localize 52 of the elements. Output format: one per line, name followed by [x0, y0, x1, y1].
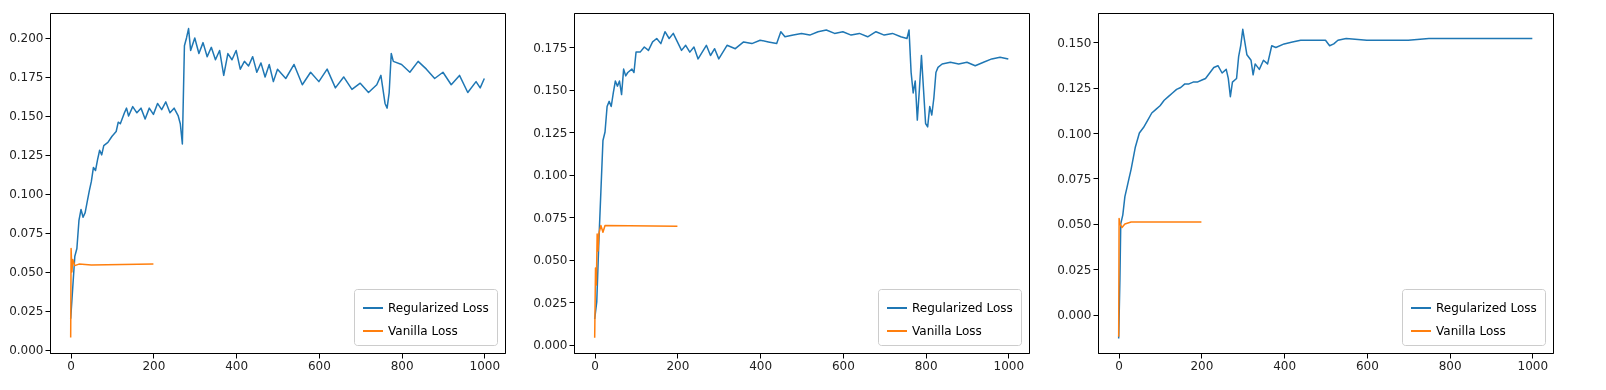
line-series	[593, 224, 679, 339]
x-tick-label: 200	[666, 358, 690, 373]
x-tick-label: 600	[831, 358, 855, 373]
line-series	[1117, 217, 1203, 338]
x-tick-label: 200	[1190, 358, 1214, 373]
x-tick-label: 600	[307, 358, 331, 373]
y-tick-label: 0.025	[9, 304, 44, 319]
x-tick-label: 200	[142, 358, 166, 373]
legend-label: Regularized Loss	[388, 301, 489, 315]
y-tick-label: 0.025	[533, 295, 568, 310]
x-tick-label: 800	[914, 358, 938, 373]
y-tick-label: 0.125	[9, 148, 44, 163]
y-tick-label: 0.150	[9, 109, 44, 124]
legend-label: Regularized Loss	[912, 301, 1013, 315]
legend-label: Vanilla Loss	[912, 324, 982, 338]
x-tick-label: 600	[1355, 358, 1379, 373]
x-tick-label: 400	[749, 358, 773, 373]
x-tick-label: 1000	[1517, 358, 1549, 373]
y-tick-label: 0.100	[1057, 126, 1092, 141]
y-tick-label: 0.050	[9, 265, 44, 280]
y-tick-label: 0.100	[533, 168, 568, 182]
y-tick-label: 0.175	[533, 40, 568, 55]
y-tick-label: 0.125	[1057, 81, 1092, 96]
line-series	[69, 247, 155, 339]
y-tick-label: 0.200	[9, 31, 44, 46]
y-tick-label: 0.100	[9, 187, 44, 202]
x-tick-label: 800	[1438, 358, 1462, 373]
x-tick-label: 1000	[993, 358, 1025, 373]
y-tick-label: 0.175	[9, 70, 44, 85]
x-tick-label: 1000	[469, 358, 501, 373]
y-tick-label: 0.075	[1057, 171, 1092, 186]
x-tick-label: 400	[225, 358, 249, 373]
y-tick-label: 0.050	[1057, 217, 1092, 232]
y-tick-label: 0.075	[533, 210, 568, 225]
y-tick-label: 0.050	[533, 253, 568, 267]
x-tick-label: 400	[1273, 358, 1297, 373]
legend-label: Vanilla Loss	[1436, 324, 1506, 338]
y-tick-label: 0.000	[1057, 308, 1092, 323]
x-tick-label: 800	[390, 358, 414, 373]
y-tick-label: 0.125	[533, 125, 568, 140]
y-tick-label: 0.150	[533, 83, 568, 97]
x-tick-label: 0	[591, 358, 599, 373]
x-tick-label: 0	[1115, 358, 1123, 373]
y-tick-label: 0.075	[9, 226, 44, 241]
y-tick-label: 0.000	[533, 338, 568, 352]
legend-label: Vanilla Loss	[388, 324, 458, 338]
line-series	[1117, 28, 1534, 340]
y-tick-label: 0.025	[1057, 262, 1092, 277]
y-tick-label: 0.150	[1057, 35, 1092, 50]
legend-label: Regularized Loss	[1436, 301, 1537, 315]
x-tick-label: 0	[67, 358, 75, 373]
y-tick-label: 0.000	[9, 343, 44, 358]
